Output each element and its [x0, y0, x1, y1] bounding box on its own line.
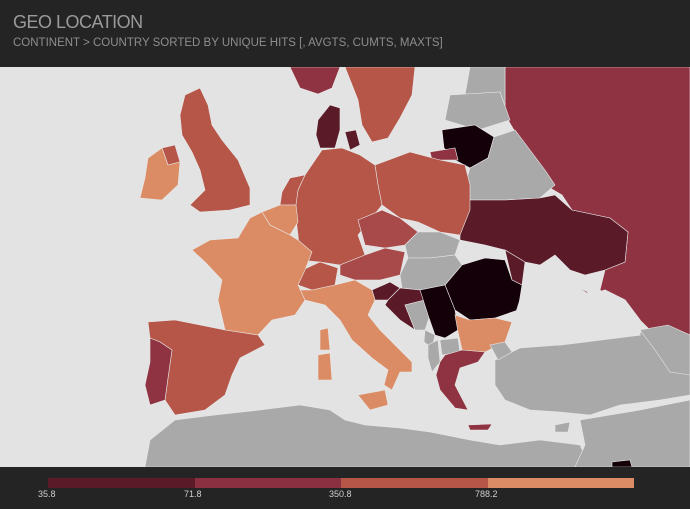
page-title: GEO LOCATION [13, 12, 143, 32]
country-albania[interactable] [427, 339, 441, 373]
country-ireland[interactable] [139, 147, 181, 201]
legend-tick-label: 35.8 [38, 489, 56, 499]
country-portugal[interactable] [144, 337, 173, 406]
page-subtitle: CONTINENT > COUNTRY SORTED BY UNIQUE HIT… [13, 37, 443, 49]
country-cyprus[interactable] [554, 421, 571, 433]
legend-tick-label: 71.8 [184, 489, 202, 499]
legend-segment-1 [48, 478, 195, 488]
legend-tick-label: 788.2 [475, 489, 498, 499]
country-bosnia[interactable] [404, 299, 431, 331]
country-france[interactable] [191, 211, 313, 336]
legend-tick-label: 350.8 [329, 489, 352, 499]
country-sweden[interactable] [344, 67, 416, 143]
map-svg [0, 67, 690, 467]
legend-segment-2 [194, 478, 341, 488]
country-serbia[interactable] [419, 284, 459, 339]
country-kaliningrad[interactable] [429, 147, 459, 161]
color-legend: 35.8 71.8 350.8 788.2 [0, 467, 690, 509]
country-germany[interactable] [294, 147, 383, 266]
choropleth-map[interactable] [0, 67, 690, 467]
country-sardinia-s[interactable] [317, 352, 333, 381]
country-denmark[interactable] [315, 104, 341, 149]
legend-segment-4 [487, 478, 634, 488]
legend-segment-3 [341, 478, 488, 488]
country-north-africa[interactable] [144, 404, 591, 467]
country-estonia[interactable] [444, 91, 511, 131]
country-sardinia[interactable] [319, 327, 331, 351]
country-italy[interactable] [299, 279, 413, 391]
country-uk[interactable] [179, 87, 251, 213]
country-norway[interactable] [289, 67, 341, 95]
country-denmark-island[interactable] [344, 129, 361, 151]
country-east-med[interactable] [574, 399, 690, 467]
black-sea [511, 274, 641, 346]
country-caucasus[interactable] [639, 324, 690, 376]
header: GEO LOCATION CONTINENT > COUNTRY SORTED … [0, 0, 690, 67]
country-romania[interactable] [444, 257, 523, 321]
country-turkey-thrace[interactable] [489, 341, 513, 361]
country-crete[interactable] [467, 423, 493, 431]
country-sicily[interactable] [357, 389, 389, 411]
country-greece[interactable] [435, 349, 486, 411]
legend-gradient [48, 478, 634, 488]
country-dark-spot[interactable] [611, 459, 633, 467]
